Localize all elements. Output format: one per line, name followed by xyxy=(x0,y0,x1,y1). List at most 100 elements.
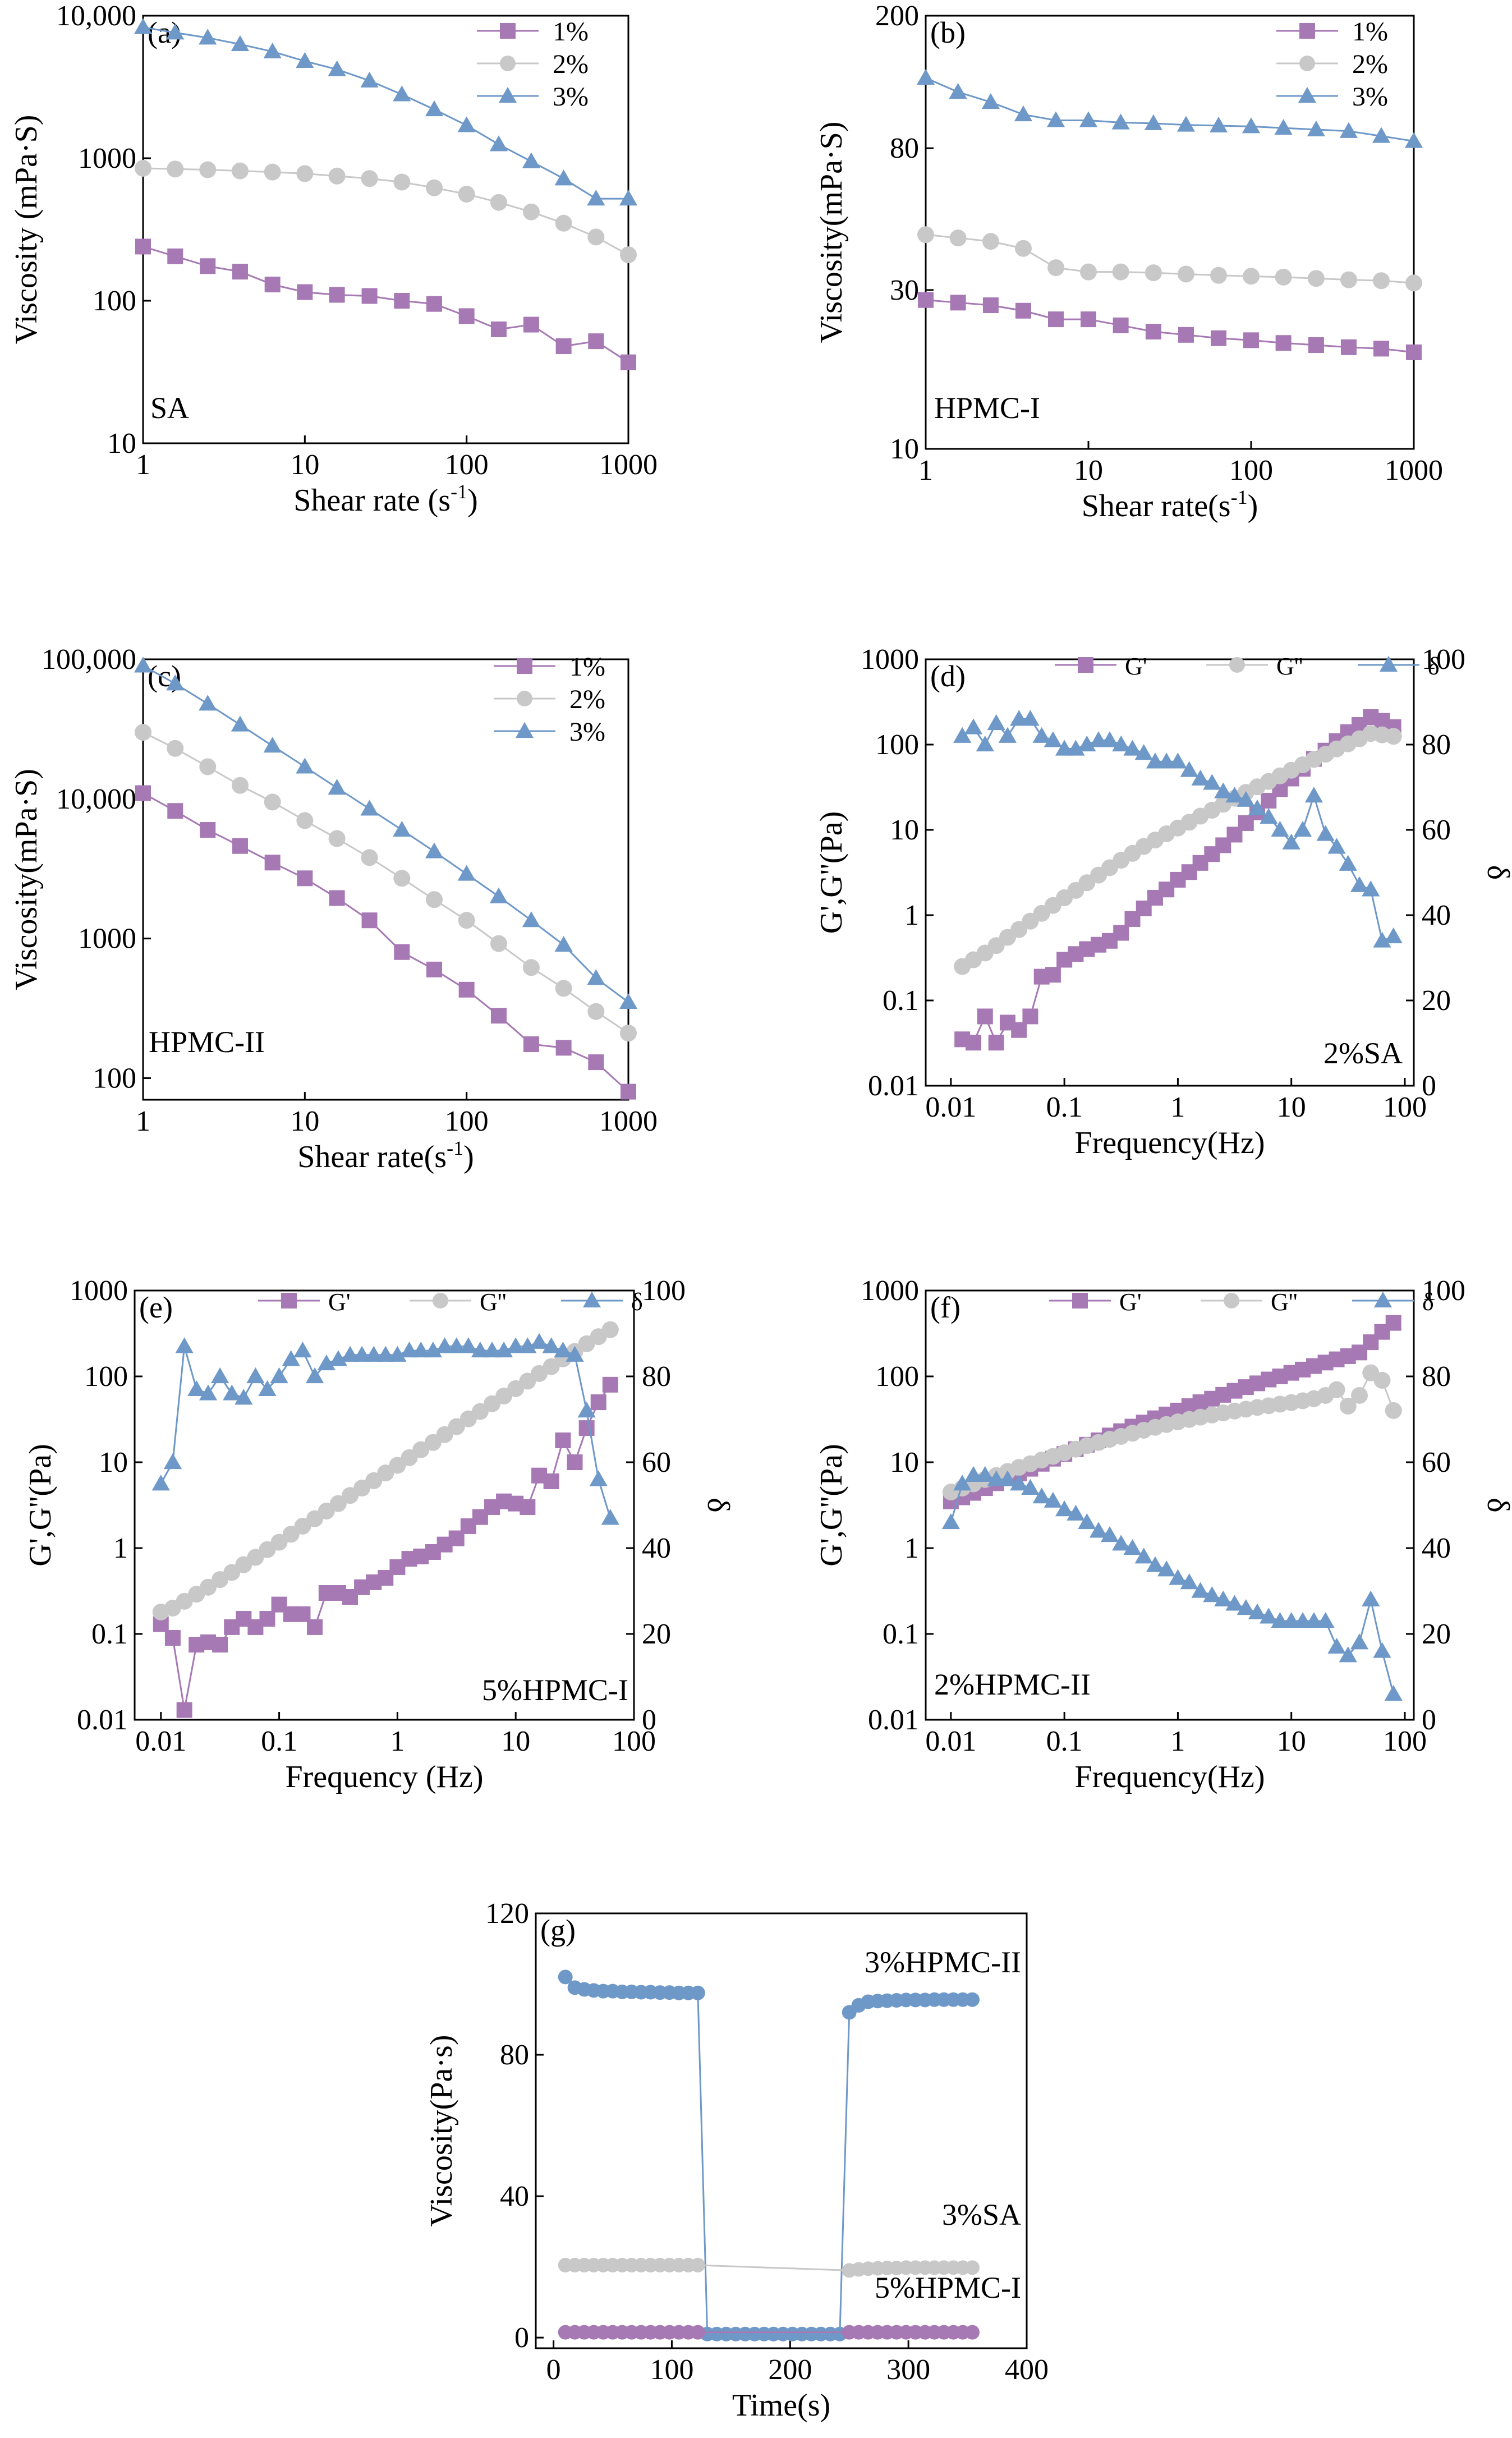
data-point xyxy=(471,1403,489,1420)
data-point xyxy=(621,1083,636,1100)
sample-tag: SA xyxy=(150,391,189,425)
panel-label: (e) xyxy=(139,1291,173,1324)
data-point xyxy=(555,980,572,997)
data-point xyxy=(1274,119,1293,135)
data-point xyxy=(1169,752,1187,769)
data-point xyxy=(231,35,250,52)
y2-tick-label: 100 xyxy=(1422,1275,1465,1307)
data-point xyxy=(1047,259,1065,277)
x-tick-label: 100 xyxy=(1229,454,1273,486)
legend-label: 3% xyxy=(569,717,605,747)
data-point xyxy=(523,316,539,333)
data-point xyxy=(1180,1573,1198,1590)
data-point xyxy=(1271,820,1289,837)
legend-label: δ xyxy=(1422,1288,1434,1316)
y-tick-label: 1000 xyxy=(861,644,919,676)
data-point xyxy=(376,1346,395,1362)
data-point xyxy=(690,2257,705,2272)
x-tick-label: 100 xyxy=(1383,1091,1427,1123)
data-point xyxy=(135,238,151,255)
data-point xyxy=(341,1346,360,1362)
x-axis-label-sup: -1 xyxy=(451,480,467,503)
y2-tick-label: 100 xyxy=(642,1275,686,1307)
y-axis-label: G',G''(Pa) xyxy=(23,1444,58,1566)
y-tick-label: 0.1 xyxy=(883,1618,919,1650)
data-point xyxy=(361,170,378,187)
series--2 xyxy=(151,1333,619,1525)
data-point xyxy=(976,735,994,752)
x-axis-label-main: Frequency (Hz) xyxy=(286,1760,484,1794)
data-point xyxy=(296,165,314,182)
data-point xyxy=(458,185,475,203)
y2-tick-label: 0 xyxy=(1422,1704,1436,1736)
data-point xyxy=(231,162,249,180)
data-point xyxy=(998,1470,1017,1486)
y2-tick-label: 20 xyxy=(1422,985,1451,1017)
data-point xyxy=(554,169,573,186)
y-tick-label: 100 xyxy=(93,1062,136,1094)
data-point xyxy=(328,60,346,76)
data-point xyxy=(231,715,250,732)
data-point xyxy=(394,944,410,960)
y-tick-label: 0.01 xyxy=(77,1704,128,1736)
data-point xyxy=(1282,833,1300,850)
legend-marker xyxy=(500,56,516,71)
y-tick-label: 0.01 xyxy=(868,1070,919,1102)
data-point xyxy=(690,1985,705,2000)
data-point xyxy=(1191,769,1210,786)
data-point xyxy=(259,1611,275,1627)
data-point xyxy=(329,1350,348,1366)
data-point xyxy=(587,228,605,246)
data-point xyxy=(1339,1398,1357,1415)
data-point xyxy=(448,1418,465,1435)
y-tick-label: 10 xyxy=(107,428,136,460)
y2-tick-label: 40 xyxy=(1422,899,1451,931)
data-point xyxy=(1089,1522,1108,1538)
data-point xyxy=(1157,752,1176,769)
data-point xyxy=(1112,263,1129,281)
data-point xyxy=(1055,740,1074,756)
data-point xyxy=(490,1008,507,1024)
data-point xyxy=(1210,267,1228,284)
data-point xyxy=(1203,774,1221,790)
series-line xyxy=(925,233,1414,284)
data-point xyxy=(1112,1535,1130,1551)
data-point xyxy=(1384,927,1403,944)
data-point xyxy=(1350,876,1369,892)
y-tick-label: 1 xyxy=(904,1532,919,1564)
x-axis-label-main: Shear rate (s xyxy=(293,483,451,518)
legend-marker xyxy=(582,1291,601,1308)
y2-tick-label: 40 xyxy=(1422,1532,1451,1564)
data-point xyxy=(1373,272,1390,290)
data-point xyxy=(1316,1611,1335,1628)
data-point xyxy=(1078,1513,1096,1530)
data-point xyxy=(555,214,572,232)
data-point xyxy=(1214,782,1233,798)
data-point xyxy=(1044,1491,1062,1508)
legend-marker xyxy=(517,691,532,706)
y-tick-label: 0.1 xyxy=(883,985,919,1017)
legend-marker xyxy=(498,86,517,103)
x-tick-label: 1000 xyxy=(599,1105,658,1137)
data-point xyxy=(361,849,378,866)
x-tick-label: 0.1 xyxy=(1046,1091,1083,1123)
data-point xyxy=(619,190,638,206)
data-point xyxy=(1014,105,1033,122)
data-point xyxy=(1373,341,1390,357)
series-line xyxy=(143,792,629,1092)
data-point xyxy=(1112,735,1130,752)
data-point xyxy=(435,1337,454,1353)
data-point xyxy=(305,1367,324,1384)
x-axis-label: Frequency(Hz) xyxy=(1075,1760,1265,1794)
data-point xyxy=(167,803,183,819)
x-tick-label: 0.01 xyxy=(925,1725,976,1757)
data-point xyxy=(365,1346,383,1362)
x-tick-label: 1000 xyxy=(599,449,658,481)
series-3SA-1 xyxy=(558,2257,980,2278)
data-point xyxy=(949,82,967,99)
data-point xyxy=(328,779,346,795)
sample-tag: HPMC-I xyxy=(934,391,1040,425)
data-point xyxy=(361,912,378,929)
data-point xyxy=(620,1025,637,1042)
x-tick-label: 1 xyxy=(918,454,933,486)
